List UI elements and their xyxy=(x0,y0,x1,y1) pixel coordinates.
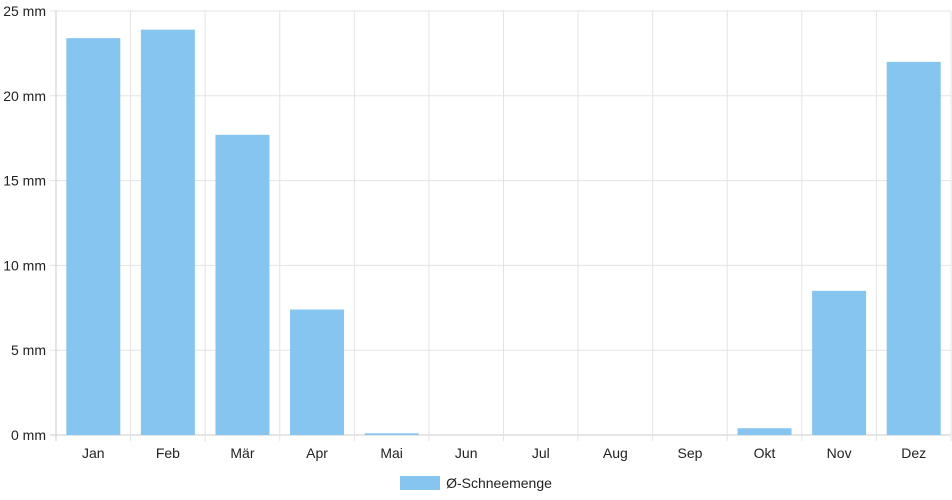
y-tick-label: 15 mm xyxy=(3,173,46,189)
legend-swatch[interactable] xyxy=(400,476,441,490)
bars xyxy=(66,29,941,436)
bar-mär[interactable] xyxy=(215,134,270,436)
bar-feb[interactable] xyxy=(140,29,195,435)
x-tick-label: Feb xyxy=(156,445,180,461)
legend[interactable]: Ø-Schneemenge xyxy=(0,472,952,494)
x-tick-label: Nov xyxy=(827,445,852,461)
bar-jan[interactable] xyxy=(66,38,121,436)
x-tick-label: Apr xyxy=(306,445,328,461)
x-tick-label: Aug xyxy=(603,445,628,461)
x-tick-label: Jan xyxy=(82,445,105,461)
bar-chart: 0 mm 5 mm 10 mm 15 mm 20 mm 25 mm Jan Feb Mär Ap… xyxy=(3,3,952,461)
grid-lines xyxy=(50,10,952,441)
y-tick-label: 20 mm xyxy=(3,88,46,104)
y-axis-ticks: 0 mm 5 mm 10 mm 15 mm 20 mm 25 mm xyxy=(3,3,46,443)
x-tick-label: Sep xyxy=(677,445,702,461)
y-tick-label: 0 mm xyxy=(11,427,46,443)
x-tick-label: Jul xyxy=(532,445,550,461)
bar-mai[interactable] xyxy=(364,433,419,435)
legend-label[interactable]: Ø-Schneemenge xyxy=(446,475,552,491)
x-tick-label: Mär xyxy=(230,445,254,461)
x-tick-label: Mai xyxy=(380,445,403,461)
bar-dez[interactable] xyxy=(886,61,941,435)
bar-nov[interactable] xyxy=(812,290,867,435)
y-tick-label: 10 mm xyxy=(3,257,46,273)
x-tick-label: Okt xyxy=(754,445,776,461)
y-tick-label: 25 mm xyxy=(3,3,46,19)
x-tick-label: Jun xyxy=(455,445,478,461)
bar-okt[interactable] xyxy=(737,428,792,435)
x-tick-label: Dez xyxy=(901,445,926,461)
x-axis-ticks: Jan Feb Mär Apr Mai Jun Jul Aug Sep Okt Nov Dez xyxy=(82,445,926,461)
y-tick-label: 5 mm xyxy=(11,342,46,358)
bar-apr[interactable] xyxy=(290,309,345,435)
